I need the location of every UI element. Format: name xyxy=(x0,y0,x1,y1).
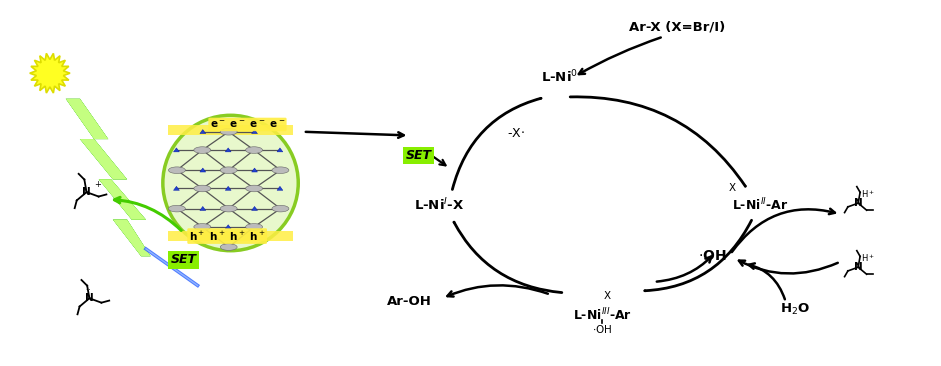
FancyArrowPatch shape xyxy=(570,97,745,186)
Text: L-Ni$^0$: L-Ni$^0$ xyxy=(541,68,579,85)
Circle shape xyxy=(246,147,263,153)
Polygon shape xyxy=(251,130,258,134)
Polygon shape xyxy=(199,130,206,134)
Polygon shape xyxy=(199,168,206,172)
Polygon shape xyxy=(225,148,231,152)
Text: N: N xyxy=(82,187,91,197)
Text: X: X xyxy=(728,183,736,194)
Polygon shape xyxy=(30,53,70,93)
Polygon shape xyxy=(225,225,231,229)
Ellipse shape xyxy=(163,115,298,251)
Circle shape xyxy=(168,205,185,212)
Text: Ar-OH: Ar-OH xyxy=(387,295,432,309)
Circle shape xyxy=(220,244,237,250)
Text: L-Ni$^{II}$-Ar: L-Ni$^{II}$-Ar xyxy=(732,197,789,213)
Circle shape xyxy=(220,128,237,135)
Text: N: N xyxy=(85,293,94,303)
Text: X: X xyxy=(603,291,611,302)
Circle shape xyxy=(220,167,237,173)
Text: SET: SET xyxy=(170,253,197,266)
Circle shape xyxy=(194,147,211,153)
Text: N: N xyxy=(853,262,863,272)
Polygon shape xyxy=(277,148,283,152)
Text: e$^-$ e$^-$ e$^-$ e$^-$: e$^-$ e$^-$ e$^-$ e$^-$ xyxy=(210,119,285,130)
Polygon shape xyxy=(66,99,151,256)
Circle shape xyxy=(272,167,289,173)
Polygon shape xyxy=(225,186,231,190)
Text: L-Ni$^I$-X: L-Ni$^I$-X xyxy=(414,197,465,213)
Circle shape xyxy=(246,224,263,230)
Circle shape xyxy=(194,185,211,192)
Circle shape xyxy=(220,205,237,212)
Bar xyxy=(168,231,293,241)
Polygon shape xyxy=(277,186,283,190)
Circle shape xyxy=(246,185,263,192)
Circle shape xyxy=(168,167,185,173)
Text: H$^+$: H$^+$ xyxy=(861,188,874,200)
Polygon shape xyxy=(251,168,258,172)
Bar xyxy=(168,125,293,135)
Text: $\cdot$OH: $\cdot$OH xyxy=(592,324,613,335)
Text: ··: ·· xyxy=(86,287,93,293)
Text: H$^+$: H$^+$ xyxy=(861,252,874,264)
Text: H$_2$O: H$_2$O xyxy=(780,302,810,317)
Text: Ar-X (X=Br/I): Ar-X (X=Br/I) xyxy=(630,21,726,34)
Polygon shape xyxy=(173,148,180,152)
Circle shape xyxy=(272,205,289,212)
Circle shape xyxy=(194,224,211,230)
Text: +: + xyxy=(94,180,102,188)
Text: N: N xyxy=(853,198,863,208)
Polygon shape xyxy=(66,99,151,256)
Text: -X$\cdot$: -X$\cdot$ xyxy=(507,127,524,140)
Polygon shape xyxy=(173,186,180,190)
FancyArrowPatch shape xyxy=(645,220,752,291)
FancyArrowPatch shape xyxy=(453,98,541,190)
Polygon shape xyxy=(66,99,151,256)
Polygon shape xyxy=(66,99,151,256)
FancyArrowPatch shape xyxy=(454,222,562,292)
Text: L-Ni$^{III}$-Ar: L-Ni$^{III}$-Ar xyxy=(573,306,631,323)
Text: SET: SET xyxy=(406,149,432,162)
Polygon shape xyxy=(199,206,206,210)
Polygon shape xyxy=(251,206,258,210)
Text: h$^+$ h$^+$ h$^+$ h$^+$: h$^+$ h$^+$ h$^+$ h$^+$ xyxy=(188,229,265,243)
Text: $\cdot$OH: $\cdot$OH xyxy=(698,249,726,263)
